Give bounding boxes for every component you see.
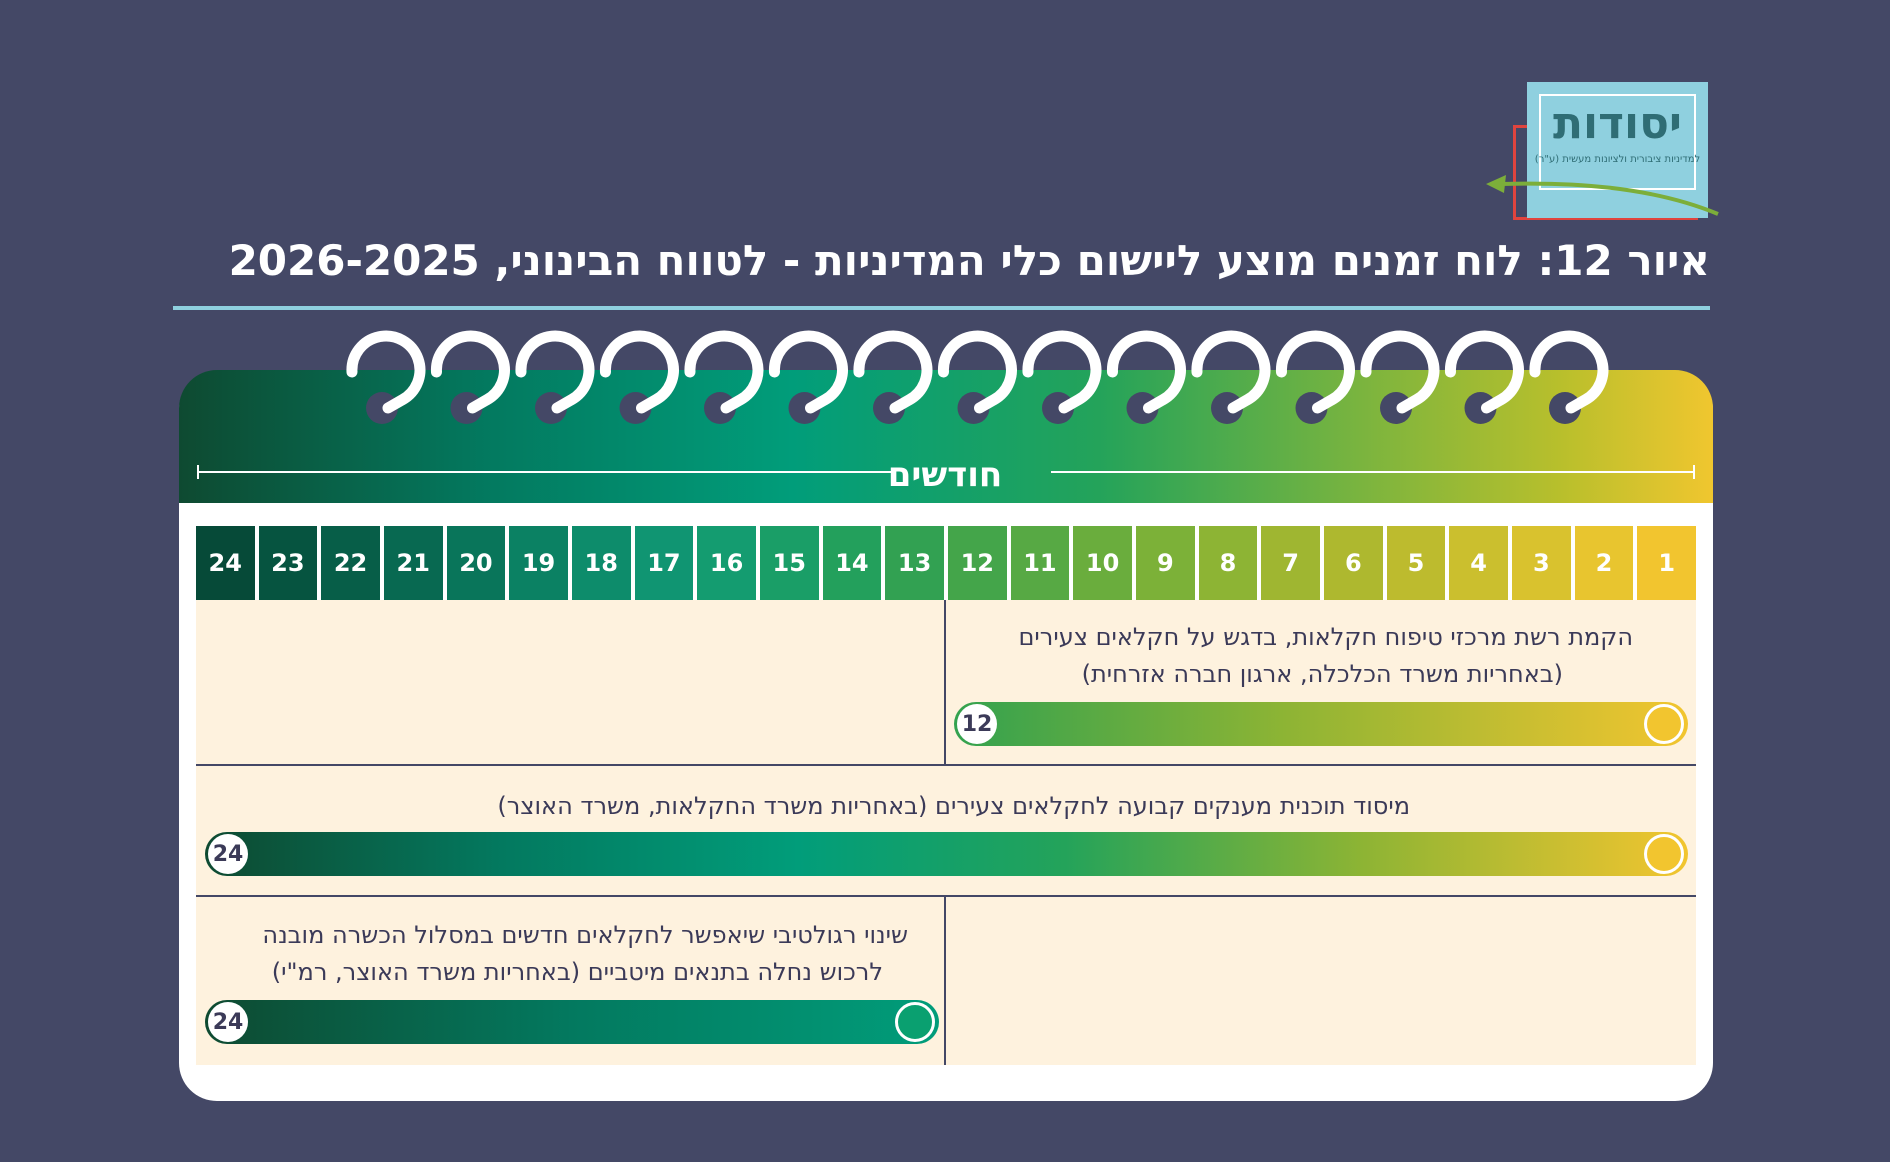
month-cell-7: 7 [1261, 526, 1320, 600]
months-rule [197, 465, 1695, 479]
ring-icon [430, 330, 510, 424]
calendar-header [179, 370, 1713, 503]
month-cell-24: 24 [195, 526, 255, 600]
month-cell-8: 8 [1198, 526, 1258, 600]
ring-icon [515, 330, 595, 424]
month-cell-10: 10 [1073, 526, 1132, 600]
ring-icon [1275, 330, 1355, 424]
month-cell-13: 13 [885, 526, 944, 600]
task-1-bar: 12 [954, 702, 1688, 746]
month-cell-21: 21 [383, 526, 443, 600]
task-3-duration: 24 [208, 1002, 248, 1042]
month-cell-12: 12 [947, 526, 1007, 600]
logo-tagline: למדיניות ציבורית ולציונות מעשית (ע"ר) [1534, 154, 1701, 165]
task-1-start-marker [1644, 704, 1684, 744]
task-2-start-marker [1644, 834, 1684, 874]
month-cell-3: 3 [1511, 526, 1571, 600]
ring-icon [768, 330, 848, 424]
half-divider [944, 600, 946, 764]
month-cell-22: 22 [321, 526, 380, 600]
ring-icon [1360, 330, 1440, 424]
ring-icon [684, 330, 764, 424]
month-cell-15: 15 [759, 526, 819, 600]
figure-title: איור 12: לוח זמנים מוצע ליישום כלי המדינ… [228, 236, 1710, 285]
month-cell-23: 23 [258, 526, 318, 600]
ring-icon [1022, 330, 1102, 424]
month-cell-19: 19 [509, 526, 568, 600]
month-cell-18: 18 [571, 526, 631, 600]
logo-word: יסודות [1553, 98, 1682, 149]
ring-icon [599, 330, 679, 424]
task-2-bar: 24 [205, 832, 1688, 876]
task-3-start-marker [895, 1002, 935, 1042]
title-divider [173, 306, 1710, 310]
month-cell-4: 4 [1449, 526, 1508, 600]
task-1-description: הקמת רשת מרכזי טיפוח חקלאות, בדגש על חקל… [1018, 623, 1633, 688]
month-cell-17: 17 [634, 526, 694, 600]
ring-icon [1444, 330, 1524, 424]
month-grid: 1 2 3 4 5 6 7 8 9 10 11 12 13 14 15 16 17 18 19 20 21 22 23 24 [195, 526, 1696, 600]
calendar-rings [346, 330, 1609, 424]
months-label: חודשים [887, 455, 1003, 495]
task-1-duration: 12 [957, 704, 997, 744]
row-divider [196, 764, 1696, 766]
month-cell-6: 6 [1323, 526, 1383, 600]
ring-icon [1191, 330, 1271, 424]
month-cell-14: 14 [822, 526, 882, 600]
task-2-duration: 24 [208, 834, 248, 874]
ring-icon [937, 330, 1017, 424]
logo-arrow-icon [1486, 175, 1719, 216]
ring-icon [853, 330, 933, 424]
month-cell-11: 11 [1010, 526, 1070, 600]
month-cell-20: 20 [446, 526, 506, 600]
month-cell-16: 16 [697, 526, 756, 600]
task-3-bar: 24 [205, 1000, 939, 1044]
task-2-description: מיסוד תוכנית מענקים קבועה לחקלאים צעירים… [497, 792, 1410, 820]
half-divider [944, 895, 946, 1065]
ring-icon [1106, 330, 1186, 424]
ring-icon [1529, 330, 1609, 424]
task-3-description: שינוי רגולטיבי שיאפשר לחקלאים חדשים במסל… [262, 921, 908, 986]
month-cell-2: 2 [1574, 526, 1634, 600]
month-cell-9: 9 [1135, 526, 1195, 600]
month-cell-5: 5 [1386, 526, 1446, 600]
month-cell-1: 1 [1637, 526, 1696, 600]
ring-icon [346, 330, 426, 424]
row-divider [196, 895, 1696, 897]
